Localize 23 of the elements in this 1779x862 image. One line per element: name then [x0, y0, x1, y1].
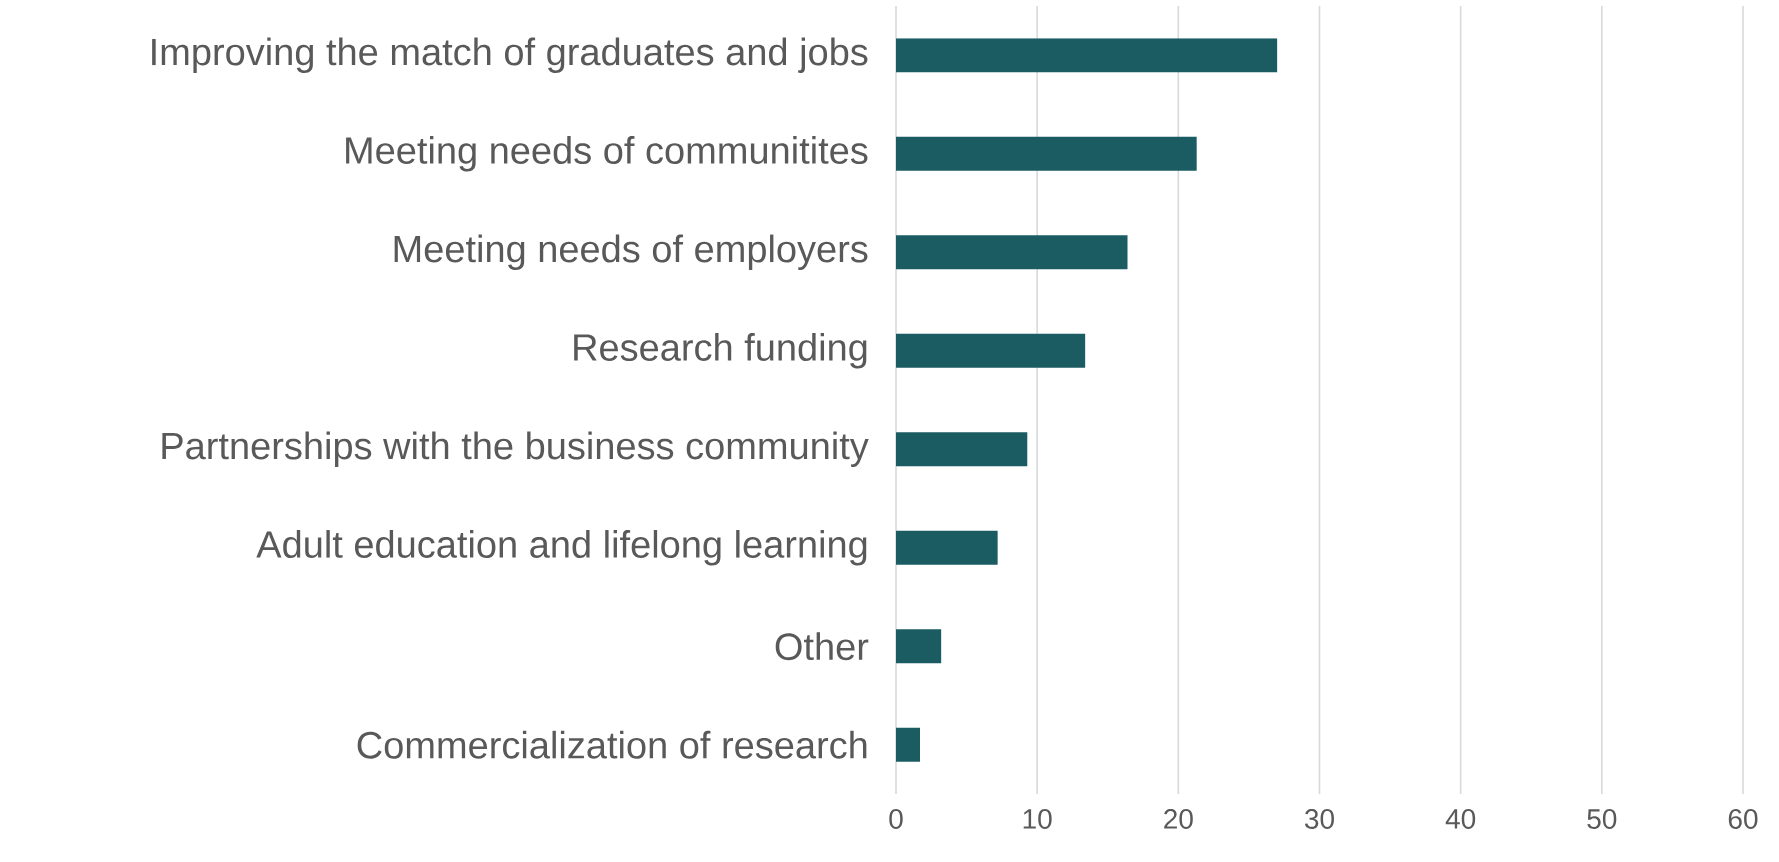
- y-tick-label: Research funding: [574, 333, 867, 369]
- x-tick-label: 60: [1728, 809, 1758, 829]
- y-tick-label: Commercialization of research: [357, 730, 867, 759]
- bar: [896, 530, 998, 565]
- x-tick-label: 10: [1023, 809, 1052, 829]
- bar: [896, 727, 920, 762]
- y-tick-label: Meeting needs of employers: [394, 234, 868, 270]
- bar: [896, 432, 1028, 467]
- y-tick-label: Improving the match of graduates and jobs: [152, 37, 868, 73]
- bar: [896, 333, 1086, 368]
- y-tick-label: Other: [775, 632, 869, 661]
- bar: [896, 235, 1128, 270]
- x-tick-label: 20: [1164, 809, 1193, 829]
- bar: [896, 136, 1197, 171]
- x-tick-label: 0: [889, 809, 903, 829]
- x-tick-label: 40: [1445, 809, 1476, 829]
- bar: [896, 629, 942, 664]
- x-tick-label: 30: [1304, 809, 1334, 829]
- bar: [896, 38, 1278, 73]
- x-tick-label: 50: [1587, 809, 1617, 829]
- y-tick-label: Adult education and lifelong learning: [256, 530, 867, 566]
- y-tick-label: Meeting needs of communitites: [346, 136, 868, 172]
- y-tick-label: Partnerships with the business community: [162, 431, 869, 467]
